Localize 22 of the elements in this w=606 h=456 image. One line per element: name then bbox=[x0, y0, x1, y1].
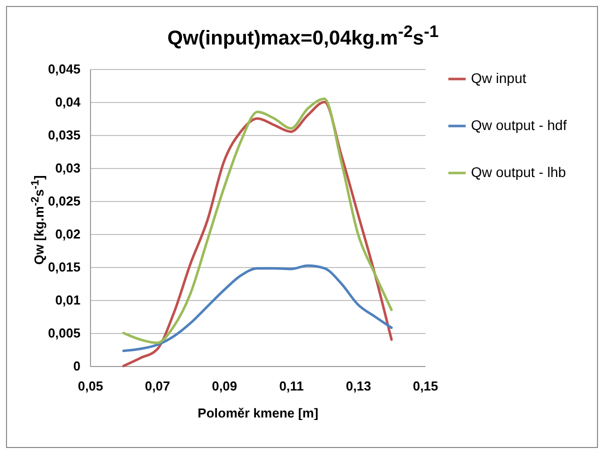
y-tick-label: 0,015 bbox=[48, 260, 80, 274]
y-tick-label: 0,005 bbox=[48, 326, 80, 340]
y-tick-label: 0,03 bbox=[55, 160, 80, 176]
x-axis-title: Poloměr kmene [m] bbox=[198, 406, 318, 420]
x-tick-label: 0,13 bbox=[346, 378, 372, 394]
y-tick-label: 0,045 bbox=[48, 62, 80, 76]
line-series bbox=[122, 264, 393, 352]
y-tick-label: 0,025 bbox=[48, 194, 80, 208]
y-tick-label: 0,04 bbox=[55, 94, 82, 110]
x-tick-label: 0,11 bbox=[279, 378, 304, 394]
legend-label: Qw output - hdf bbox=[471, 117, 567, 133]
x-tick-label: 0,09 bbox=[212, 378, 238, 394]
y-tick-label: 0 bbox=[73, 358, 80, 374]
x-tick-label: 0,07 bbox=[144, 378, 170, 394]
chart-title: Qw(input)max=0,04kg.m$^{-2}$s$^{-1}$ bbox=[166, 22, 440, 51]
x-tick-label: 0,05 bbox=[78, 378, 104, 394]
legend-label: Qw output - lhb bbox=[471, 164, 566, 180]
y-tick-label: 0,01 bbox=[55, 292, 80, 308]
x-tick-label: 0,15 bbox=[412, 378, 438, 394]
y-tick-label: 0,035 bbox=[48, 128, 80, 142]
y-tick-label: 0,02 bbox=[55, 226, 80, 242]
legend-label: Qw input bbox=[471, 70, 526, 86]
